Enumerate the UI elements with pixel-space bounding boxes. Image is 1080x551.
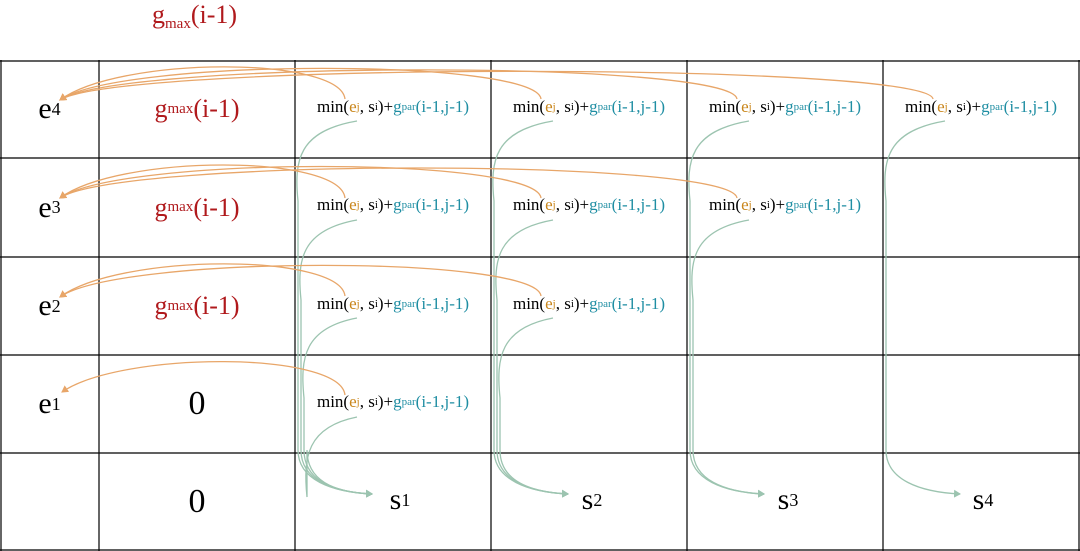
gmax-cell-row3: g max (i-1): [154, 192, 240, 222]
formula-cell-e4-s3: min(e j, s i)+ g par (i-1,j-1): [708, 97, 862, 116]
formula-cell-e2-s1: min(e j, s i)+ g par (i-1,j-1): [316, 294, 470, 313]
formula-cell-e4-s4: min(e j, s i)+ g par (i-1,j-1): [904, 97, 1058, 116]
gmax-cell-row2: g max (i-1): [154, 291, 240, 320]
formula-cell-e3-s2: min(e j, s i)+ g par (i-1,j-1): [512, 195, 666, 214]
formula-cell-e4-s2: min(e j, s i)+ g par (i-1,j-1): [512, 97, 666, 116]
top-gmax-label: gmax(i-1): [152, 0, 238, 32]
formula-cell-e4-s1: min(e j, s i)+ g par (i-1,j-1): [316, 97, 470, 116]
formula-cell-e3-s1: min(e j, s i)+ g par (i-1,j-1): [316, 195, 470, 214]
zero-cell-row1: 0: [188, 385, 206, 422]
gmax-cell-row4: g max (i-1): [154, 94, 240, 123]
formula-cell-e1-s1: min(e j, s i)+ g par (i-1,j-1): [316, 392, 470, 411]
zero-cell-bottom: 0: [188, 483, 206, 520]
formula-cell-e3-s3: min(e j, s i)+ g par (i-1,j-1): [708, 195, 862, 214]
formula-cell-e2-s2: min(e j, s i)+ g par (i-1,j-1): [512, 294, 666, 313]
